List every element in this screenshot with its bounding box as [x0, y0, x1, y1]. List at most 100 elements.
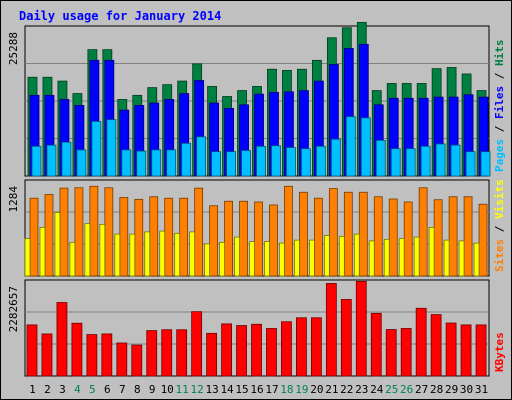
- bar-kbytes-day-7: [116, 342, 128, 377]
- x-tick-label: 16: [250, 383, 263, 396]
- panel-hits: 25288 Pages / Files / Hits: [7, 21, 506, 177]
- x-tick-label: 10: [161, 383, 174, 396]
- bar-visits-day-11: [179, 197, 189, 277]
- bar-kbytes-day-9: [146, 330, 158, 377]
- x-axis-day-labels: 1 2 3 4 5 6 7 8 9 10 11 12 13 14 15 16 17 18 19 20 21 22 23 24 2…: [29, 383, 488, 396]
- bar-pages-day-17: [271, 145, 281, 177]
- legend-kbytes: KBytes: [493, 332, 506, 372]
- bar-kbytes-day-14: [221, 323, 232, 377]
- y-max-label-hits: 25288: [7, 32, 20, 65]
- bar-pages-day-21: [330, 138, 341, 177]
- bar-visits-day-3: [59, 187, 69, 277]
- bar-visits-day-2: [44, 194, 54, 277]
- bar-kbytes-day-20: [310, 317, 322, 377]
- bar-pages-day-23: [360, 117, 371, 177]
- bar-kbytes-day-30: [460, 324, 472, 377]
- bar-pages-day-18: [286, 147, 296, 177]
- x-tick-label: 11: [176, 383, 189, 396]
- x-tick-label: 3: [59, 383, 66, 396]
- bar-kbytes-day-29: [445, 322, 457, 377]
- bar-pages-day-9: [151, 149, 162, 177]
- bar-pages-day-25: [390, 148, 401, 177]
- bar-pages-day-22: [345, 116, 356, 177]
- bar-kbytes-day-26: [400, 328, 412, 377]
- bar-kbytes-day-1: [26, 324, 38, 377]
- bar-visits-day-28: [433, 199, 443, 277]
- x-tick-label: 8: [134, 383, 141, 396]
- bar-visits-day-6: [104, 187, 114, 277]
- bar-kbytes-day-4: [71, 322, 83, 377]
- bar-sites-day-23: [353, 233, 360, 277]
- x-tick-label: 30: [460, 383, 473, 396]
- x-tick-label: 22: [340, 383, 353, 396]
- bar-kbytes-day-28: [430, 314, 442, 377]
- bar-kbytes-day-27: [415, 307, 427, 377]
- bar-pages-day-28: [435, 143, 446, 177]
- bar-kbytes-day-12: [191, 311, 203, 377]
- bar-sites-day-7: [114, 233, 121, 277]
- x-tick-label: 23: [355, 383, 368, 396]
- bar-kbytes-day-3: [56, 302, 68, 377]
- bar-visits-day-14: [224, 200, 233, 277]
- bar-sites-day-4: [69, 241, 76, 277]
- bar-sites-day-12: [189, 231, 196, 277]
- y-max-label-visits: 1284: [7, 186, 20, 213]
- bar-pages-day-15: [241, 150, 251, 177]
- bar-pages-day-16: [256, 145, 266, 177]
- bar-pages-day-14: [226, 151, 236, 177]
- bar-sites-day-31: [473, 242, 480, 277]
- bar-sites-day-17: [264, 241, 270, 277]
- bar-kbytes-day-6: [101, 333, 113, 377]
- bar-sites-day-25: [383, 238, 390, 277]
- bar-pages-day-5: [91, 121, 102, 177]
- bar-sites-day-15: [234, 236, 240, 277]
- bar-visits-day-5: [89, 185, 99, 277]
- x-tick-label: 24: [370, 383, 384, 396]
- bar-visits-day-25: [388, 198, 398, 277]
- legend-item-visits: Visits: [493, 179, 506, 219]
- bar-kbytes-day-23: [355, 280, 367, 377]
- legend-visits: Sites / Visits: [493, 179, 506, 272]
- legend-hits: Pages / Files / Hits: [493, 40, 506, 173]
- panel-visits: 1284 Sites / Visits: [7, 179, 506, 277]
- x-tick-label: 5: [89, 383, 96, 396]
- bar-visits-day-8: [134, 198, 144, 277]
- bar-kbytes-day-25: [385, 329, 397, 377]
- legend-item-sites: Sites: [493, 239, 506, 272]
- bar-visits-day-23: [358, 191, 368, 277]
- x-tick-label: 25: [385, 383, 398, 396]
- bar-pages-day-7: [121, 149, 132, 177]
- bar-kbytes-day-15: [236, 325, 247, 377]
- bar-kbytes-day-2: [41, 333, 53, 377]
- x-tick-label: 27: [415, 383, 428, 396]
- x-tick-label: 31: [475, 383, 488, 396]
- x-tick-label: 18: [280, 383, 293, 396]
- legend-item-pages: Pages: [493, 139, 506, 172]
- bar-sites-day-14: [219, 241, 225, 277]
- bar-pages-day-29: [450, 144, 461, 177]
- bar-pages-day-6: [106, 119, 117, 177]
- bar-visits-day-21: [328, 188, 338, 277]
- bar-sites-day-29: [443, 239, 450, 277]
- bar-pages-day-12: [196, 136, 207, 177]
- bar-kbytes-day-13: [206, 332, 218, 377]
- bar-kbytes-day-17: [266, 328, 277, 377]
- bar-visits-day-30: [463, 196, 473, 277]
- x-tick-label: 13: [205, 383, 218, 396]
- bar-sites-day-22: [338, 235, 345, 277]
- bar-visits-day-1: [29, 197, 39, 277]
- chart-panels: 25288 Pages / Files / Hits 1284 Sites / Vis…: [7, 21, 506, 377]
- bar-sites-day-9: [144, 231, 151, 277]
- bar-sites-day-26: [398, 238, 405, 277]
- bar-visits-day-12: [194, 187, 204, 277]
- bar-kbytes-day-18: [281, 321, 292, 377]
- bar-kbytes-day-10: [161, 329, 173, 377]
- bar-visits-day-18: [284, 185, 293, 277]
- bar-kbytes-day-11: [176, 329, 188, 377]
- bar-sites-day-3: [54, 212, 61, 277]
- bar-kbytes-day-31: [475, 324, 487, 377]
- bar-visits-day-29: [448, 196, 458, 277]
- x-tick-label: 28: [430, 383, 443, 396]
- bar-visits-day-26: [403, 201, 413, 277]
